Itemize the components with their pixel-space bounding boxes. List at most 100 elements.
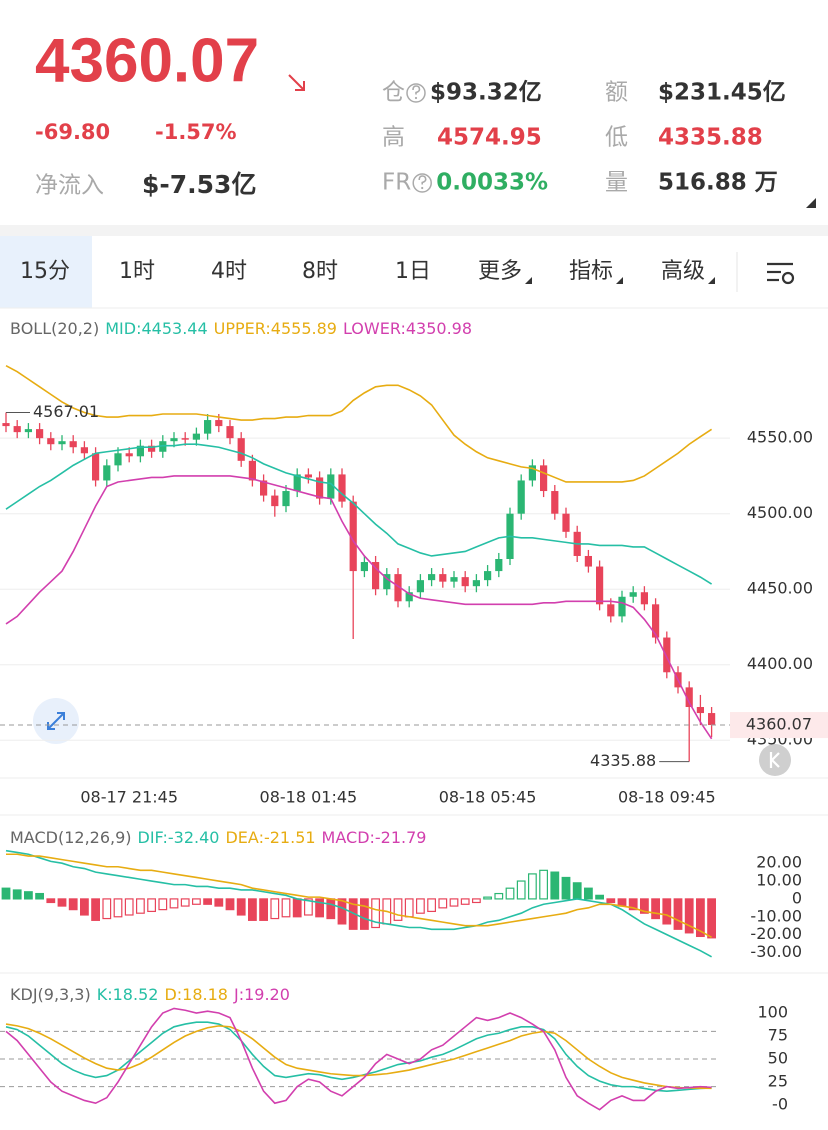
macd-bar <box>438 898 448 909</box>
settings-icon[interactable] <box>767 262 795 285</box>
macd-bar <box>550 871 560 900</box>
help-icon[interactable] <box>412 173 432 193</box>
candle-body <box>304 474 312 478</box>
tab[interactable]: 4时 <box>211 259 247 284</box>
candle-body <box>607 604 615 617</box>
x-tick-label: 08-18 09:45 <box>618 788 716 807</box>
macd-bar <box>371 898 380 929</box>
legend-value: 4555.89 <box>271 319 337 338</box>
macd-bar <box>192 898 201 905</box>
stat-label: 仓 <box>382 80 405 106</box>
macd-bar <box>483 896 492 900</box>
macd-bar <box>595 894 604 900</box>
candle-body <box>584 555 592 567</box>
macd-bar <box>651 898 660 920</box>
y-tick-label: 25 <box>768 1072 788 1091</box>
tab[interactable]: 指标 <box>569 259 613 284</box>
tab[interactable]: 高级 <box>661 259 705 284</box>
legend-value: 4350.98 <box>406 319 472 338</box>
legend-value: 18.18 <box>182 985 228 1004</box>
legend-value: -21.79 <box>375 828 427 847</box>
macd-bar <box>427 898 436 913</box>
tab[interactable]: 1时 <box>119 259 155 284</box>
candle-body <box>685 687 693 708</box>
help-icon[interactable] <box>406 83 426 103</box>
x-tick-label: 08-17 21:45 <box>80 788 178 807</box>
candle-body <box>181 438 189 440</box>
candle-body <box>528 465 536 481</box>
help-circle <box>412 173 432 193</box>
macd-bar <box>639 898 649 914</box>
macd-bar <box>236 898 246 916</box>
macd-bar <box>203 898 213 905</box>
legend-value: -32.40 <box>168 828 220 847</box>
candle-body <box>338 474 346 502</box>
candle-body <box>461 577 469 587</box>
candle-body <box>327 474 335 499</box>
x-tick-label: 08-18 05:45 <box>439 788 537 807</box>
macd-bar <box>583 887 593 900</box>
indicator-line <box>5 443 713 585</box>
candle-body <box>148 445 156 452</box>
candle-body <box>360 562 368 572</box>
macd-bar <box>561 876 571 900</box>
candle-body <box>439 574 447 582</box>
macd-bar <box>102 898 112 920</box>
expand-triangle[interactable] <box>806 198 816 208</box>
macd-bar <box>494 892 504 900</box>
candle-body <box>13 426 21 433</box>
macd-bar <box>673 898 683 930</box>
legend-value: -21.51 <box>264 828 316 847</box>
candle-body <box>282 491 290 507</box>
net-inflow: $-7.53亿 <box>142 170 256 199</box>
legend-value: 4453.44 <box>141 319 207 338</box>
help-mark <box>418 175 427 185</box>
help-mark <box>412 85 421 95</box>
tab[interactable]: 1日 <box>395 259 431 284</box>
candle-body <box>192 433 200 440</box>
legend-name: DEA: <box>225 828 263 847</box>
candle-body <box>237 438 245 461</box>
macd-bar <box>460 898 470 905</box>
candle-body <box>47 438 55 445</box>
price-change-pct: -1.57% <box>155 120 237 144</box>
candle-body <box>562 513 570 532</box>
macd-bar <box>1 887 11 900</box>
macd-bar <box>360 898 369 930</box>
candle-body <box>405 592 413 602</box>
candle-body <box>652 604 660 638</box>
tab[interactable]: 15分 <box>20 259 70 284</box>
macd-bar <box>180 898 190 907</box>
macd-bar <box>472 898 481 904</box>
macd-bar <box>315 898 324 918</box>
candle-body <box>450 577 458 582</box>
macd-bar <box>214 898 224 907</box>
macd-bar <box>24 891 33 900</box>
divider <box>0 225 828 236</box>
tab[interactable]: 更多 <box>478 259 522 284</box>
macd-bar <box>304 898 313 916</box>
candle-body <box>215 420 223 427</box>
candle-body <box>663 637 671 673</box>
indicator-line <box>5 364 713 483</box>
min-label: 4335.88 <box>590 751 656 770</box>
candle-body <box>416 580 424 593</box>
candle-body <box>551 491 559 514</box>
legend-title: BOLL(20,2) <box>10 319 99 338</box>
indicator-line <box>6 853 712 939</box>
legend-name: J: <box>233 985 244 1004</box>
candle-body <box>24 429 32 433</box>
legend-value: 19.20 <box>244 985 290 1004</box>
macd-bar <box>259 898 268 921</box>
fullscreen-button[interactable] <box>33 698 79 744</box>
legend: KDJ(9,3,3) K:18.52 D:18.18 J:19.20 <box>10 985 290 1004</box>
candle-body <box>248 460 256 481</box>
macd-bar <box>695 898 705 938</box>
candle-body <box>36 429 44 439</box>
stat-value: 4574.95 <box>437 125 542 151</box>
macd-bar <box>91 898 101 921</box>
tab[interactable]: 8时 <box>302 259 338 284</box>
back-to-latest[interactable] <box>759 744 791 776</box>
legend-name: MACD: <box>322 828 375 847</box>
stat-label: 量 <box>605 170 628 196</box>
